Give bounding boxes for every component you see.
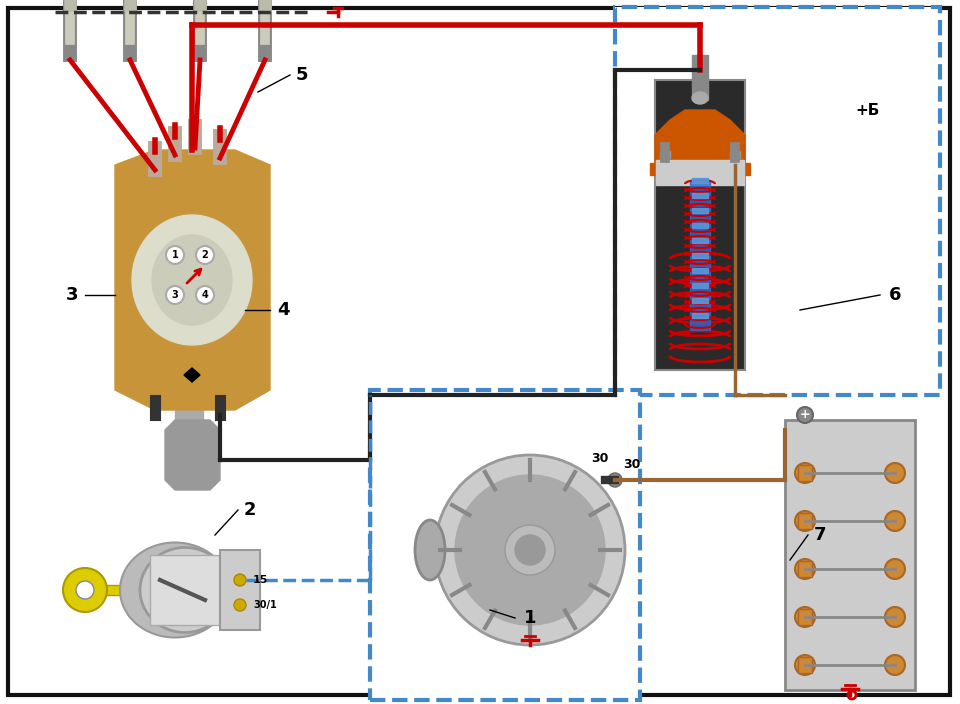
Text: 3: 3	[65, 286, 79, 304]
Bar	[650, 163, 750, 175]
Polygon shape	[184, 368, 200, 382]
Bar	[785, 420, 915, 690]
Circle shape	[515, 535, 545, 565]
Circle shape	[848, 691, 856, 699]
Circle shape	[234, 574, 246, 586]
Circle shape	[234, 599, 246, 611]
Bar	[220, 550, 260, 630]
Text: 7: 7	[814, 526, 827, 544]
Ellipse shape	[692, 92, 708, 104]
Text: 30: 30	[591, 452, 609, 465]
Bar	[692, 193, 708, 198]
Circle shape	[795, 463, 815, 483]
Circle shape	[196, 246, 214, 264]
Text: 1: 1	[172, 250, 179, 260]
Polygon shape	[655, 110, 745, 165]
Circle shape	[435, 455, 625, 645]
Circle shape	[795, 655, 815, 675]
Circle shape	[797, 407, 813, 423]
Bar	[730, 151, 740, 158]
Text: 2: 2	[244, 501, 256, 519]
Bar	[692, 223, 708, 228]
Bar	[692, 238, 708, 243]
Bar	[692, 178, 708, 183]
Ellipse shape	[415, 520, 445, 580]
Circle shape	[795, 607, 815, 627]
Ellipse shape	[152, 235, 232, 325]
Bar	[692, 208, 708, 213]
Bar	[692, 55, 708, 100]
Circle shape	[885, 511, 905, 531]
Bar	[175, 355, 203, 430]
Bar	[690, 180, 710, 330]
Circle shape	[196, 286, 214, 304]
Circle shape	[608, 473, 622, 487]
Polygon shape	[165, 420, 220, 490]
Text: 1: 1	[524, 609, 537, 627]
Bar	[692, 298, 708, 303]
Bar	[655, 80, 745, 370]
Bar	[692, 283, 708, 288]
Circle shape	[455, 475, 605, 625]
Text: +Б: +Б	[855, 103, 879, 118]
Bar	[692, 268, 708, 273]
Bar	[692, 313, 708, 318]
Bar	[798, 657, 812, 673]
Circle shape	[63, 568, 107, 612]
Text: 5: 5	[296, 66, 308, 84]
Circle shape	[166, 246, 184, 264]
Polygon shape	[115, 150, 270, 410]
Text: 4: 4	[276, 301, 289, 319]
Circle shape	[885, 607, 905, 627]
Bar	[798, 513, 812, 529]
Text: 3: 3	[172, 290, 179, 300]
Bar	[615, 7, 940, 395]
Circle shape	[885, 463, 905, 483]
Text: 30: 30	[623, 458, 640, 471]
Text: 4: 4	[202, 290, 208, 300]
Circle shape	[885, 655, 905, 675]
Bar	[370, 390, 640, 700]
Text: 30/1: 30/1	[253, 600, 276, 610]
Text: +: +	[800, 408, 810, 422]
Ellipse shape	[140, 548, 230, 632]
Circle shape	[166, 286, 184, 304]
Ellipse shape	[120, 543, 230, 638]
Text: 2: 2	[202, 250, 208, 260]
Text: 6: 6	[889, 286, 901, 304]
Text: 15: 15	[253, 575, 269, 585]
Circle shape	[795, 511, 815, 531]
Bar	[656, 160, 744, 185]
Bar	[660, 151, 670, 158]
Bar	[692, 253, 708, 258]
Ellipse shape	[132, 215, 252, 345]
Circle shape	[885, 559, 905, 579]
Bar	[798, 561, 812, 577]
Circle shape	[505, 525, 555, 575]
Bar	[150, 555, 220, 625]
Bar	[798, 609, 812, 625]
Circle shape	[795, 559, 815, 579]
Polygon shape	[85, 575, 125, 605]
Bar	[798, 465, 812, 481]
Circle shape	[76, 581, 94, 599]
